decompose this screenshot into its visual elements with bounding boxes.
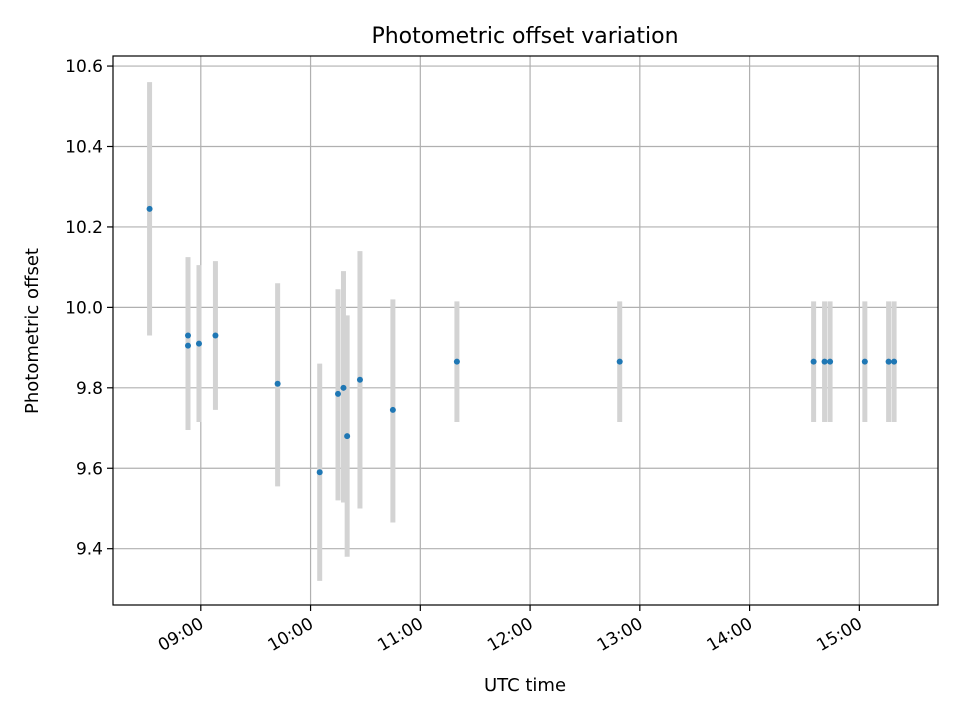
data-point bbox=[335, 390, 341, 397]
y-tick-label: 10.0 bbox=[65, 298, 103, 318]
data-point bbox=[861, 358, 868, 365]
data-point bbox=[274, 380, 281, 387]
data-point bbox=[195, 340, 202, 347]
chart-title: Photometric offset variation bbox=[371, 24, 678, 49]
data-point bbox=[316, 469, 323, 476]
y-tick-label: 9.4 bbox=[76, 540, 103, 560]
y-tick-label: 9.6 bbox=[76, 459, 103, 479]
data-point bbox=[212, 332, 219, 339]
data-point bbox=[356, 376, 363, 383]
data-point bbox=[810, 358, 817, 365]
y-tick-label: 10.6 bbox=[65, 57, 103, 77]
data-point bbox=[453, 358, 460, 365]
data-point bbox=[616, 358, 623, 365]
data-point bbox=[389, 406, 396, 413]
data-point bbox=[344, 433, 351, 440]
data-point bbox=[185, 332, 191, 339]
grid bbox=[113, 56, 938, 605]
data-point bbox=[821, 358, 828, 365]
data-point bbox=[885, 358, 892, 365]
y-axis-ticks: 9.4 9.6 9.8 10.0 10.2 10.4 10.6 bbox=[65, 57, 113, 560]
data-point bbox=[146, 205, 153, 212]
data-point bbox=[340, 384, 347, 391]
y-tick-label: 10.2 bbox=[65, 218, 103, 238]
y-axis-label: Photometric offset bbox=[22, 248, 43, 414]
x-axis-label: UTC time bbox=[484, 675, 566, 696]
data-points bbox=[146, 205, 898, 476]
data-point bbox=[891, 358, 898, 365]
y-tick-label: 10.4 bbox=[65, 137, 103, 157]
y-tick-label: 9.8 bbox=[76, 379, 103, 399]
data-point bbox=[185, 342, 191, 349]
data-point bbox=[827, 358, 834, 365]
plot-frame bbox=[112, 55, 939, 606]
